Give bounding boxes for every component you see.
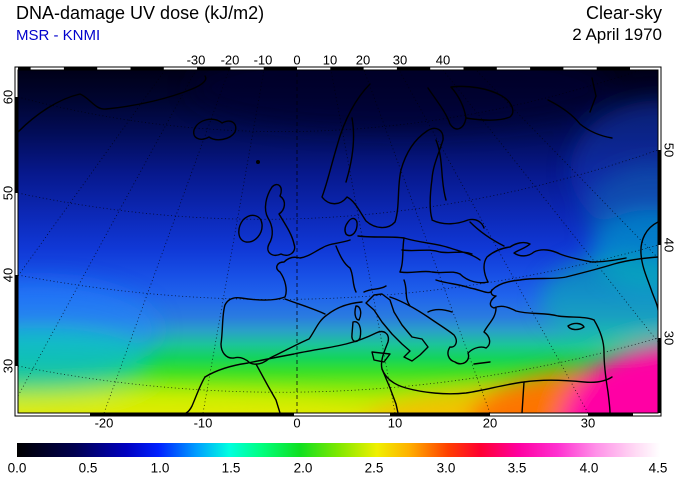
date-label: 2 April 1970 bbox=[572, 25, 662, 44]
left-tick-label: 60 bbox=[0, 89, 16, 105]
top-tick-label: 10 bbox=[322, 52, 338, 68]
left-tick-label: 50 bbox=[0, 185, 16, 201]
bottom-tick-label: 30 bbox=[580, 415, 596, 431]
condition-label: Clear-sky bbox=[585, 3, 662, 23]
graticule bbox=[18, 70, 658, 413]
colorbar-tick-label: 2.0 bbox=[293, 460, 313, 476]
right-tick-label: 30 bbox=[661, 330, 677, 346]
top-tick-label: 0 bbox=[293, 52, 301, 68]
bottom-tick-label: -20 bbox=[94, 415, 114, 431]
page-title: DNA-damage UV dose (kJ/m2) bbox=[16, 3, 265, 23]
bottom-tick-label: 20 bbox=[482, 415, 498, 431]
bottom-tick-label: 10 bbox=[387, 415, 403, 431]
colorbar-tick-label: 2.5 bbox=[364, 460, 384, 476]
colorbar-tick-label: 1.5 bbox=[221, 460, 241, 476]
bottom-tick-label: -10 bbox=[193, 415, 213, 431]
right-tick-label: 40 bbox=[661, 237, 677, 253]
left-tick-label: 40 bbox=[0, 267, 16, 283]
colorbar-gradient bbox=[17, 443, 660, 457]
colorbar-tick-label: 0.5 bbox=[78, 460, 98, 476]
dose-raster bbox=[18, 70, 658, 413]
bottom-tick-label: 0 bbox=[293, 415, 301, 431]
left-tick-label: 30 bbox=[0, 358, 16, 374]
colorbar-tick-label: 1.0 bbox=[150, 460, 170, 476]
top-tick-label: 30 bbox=[392, 52, 408, 68]
right-tick-label: 50 bbox=[661, 142, 677, 158]
colorbar-tick-label: 4.5 bbox=[648, 460, 668, 476]
coastlines bbox=[18, 75, 658, 413]
colorbar-tick-label: 0.0 bbox=[7, 460, 27, 476]
colorbar-tick-label: 3.5 bbox=[507, 460, 527, 476]
top-tick-label: 40 bbox=[435, 52, 451, 68]
colorbar-tick-label: 3.0 bbox=[436, 460, 456, 476]
top-tick-label: 20 bbox=[355, 52, 371, 68]
top-tick-label: -10 bbox=[253, 52, 273, 68]
credit-label: MSR - KNMI bbox=[16, 27, 101, 44]
top-tick-label: -20 bbox=[220, 52, 240, 68]
top-tick-label: -30 bbox=[186, 52, 206, 68]
colorbar-tick-label: 4.0 bbox=[579, 460, 599, 476]
map-frame bbox=[14, 66, 662, 417]
